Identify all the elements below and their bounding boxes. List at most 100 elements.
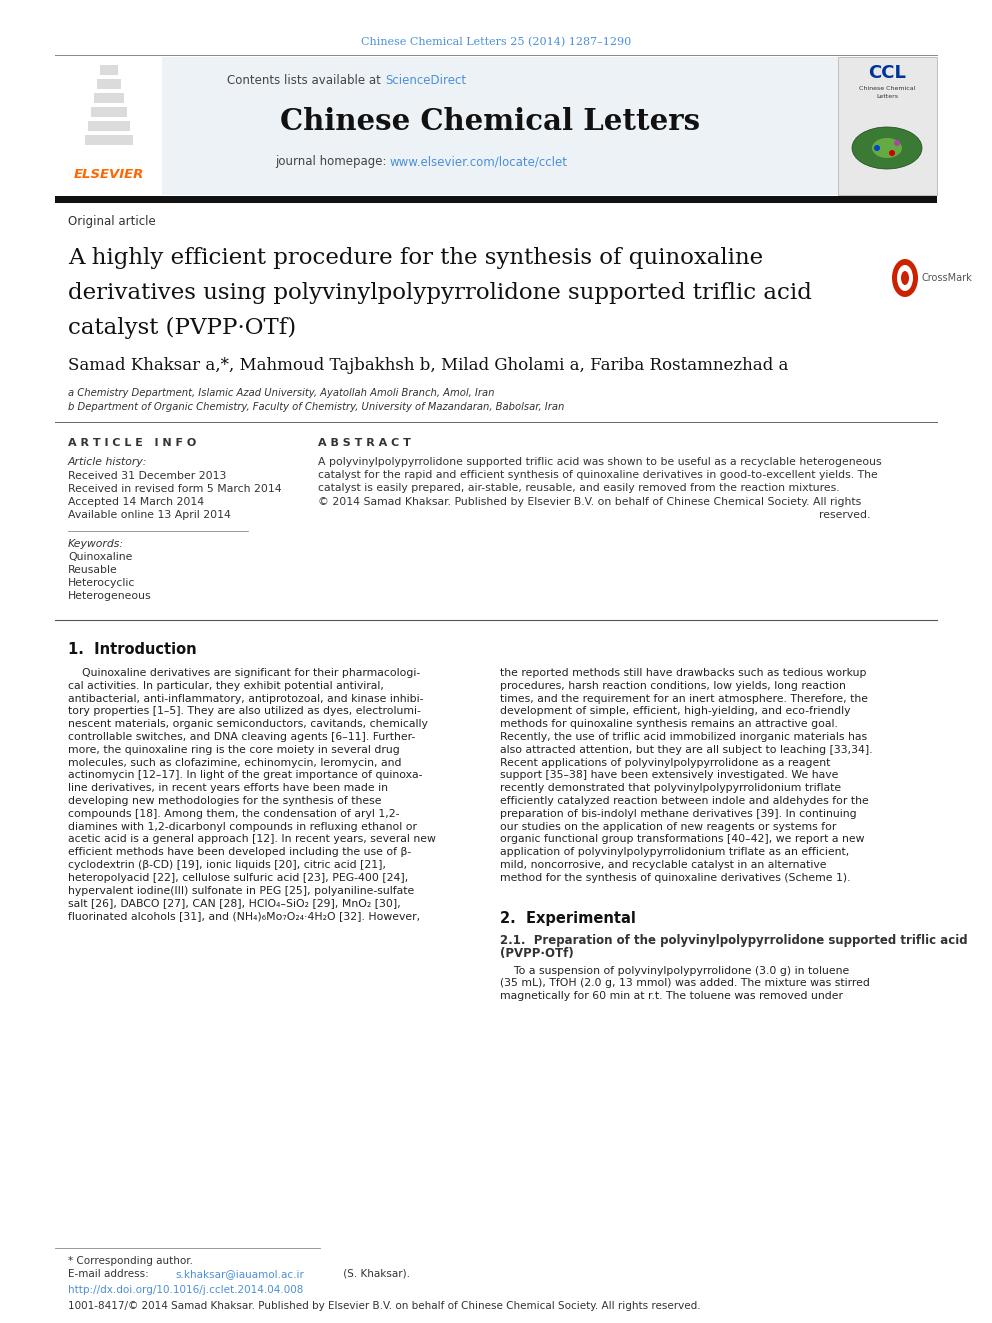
Text: development of simple, efficient, high-yielding, and eco-friendly: development of simple, efficient, high-y… [500, 706, 850, 716]
Bar [97, 79, 121, 89]
Ellipse shape [852, 127, 922, 169]
Text: times, and the requirement for an inert atmosphere. Therefore, the: times, and the requirement for an inert … [500, 693, 868, 704]
Text: A highly efficient procedure for the synthesis of quinoxaline: A highly efficient procedure for the syn… [68, 247, 763, 269]
Text: Received in revised form 5 March 2014: Received in revised form 5 March 2014 [68, 484, 282, 493]
Bar [838, 57, 937, 194]
Text: derivatives using polyvinylpolypyrrolidone supported triflic acid: derivatives using polyvinylpolypyrrolido… [68, 282, 811, 304]
Circle shape [889, 149, 895, 156]
Circle shape [894, 140, 900, 146]
Text: Quinoxaline derivatives are significant for their pharmacologi-: Quinoxaline derivatives are significant … [68, 668, 421, 677]
Text: catalyst (PVPP·OTf): catalyst (PVPP·OTf) [68, 318, 297, 339]
Text: b Department of Organic Chemistry, Faculty of Chemistry, University of Mazandara: b Department of Organic Chemistry, Facul… [68, 402, 564, 411]
Text: Reusable: Reusable [68, 565, 118, 576]
Text: more, the quinoxaline ring is the core moiety in several drug: more, the quinoxaline ring is the core m… [68, 745, 400, 755]
Bar [85, 135, 133, 146]
Text: acetic acid is a general approach [12]. In recent years, several new: acetic acid is a general approach [12]. … [68, 835, 435, 844]
Text: antibacterial, anti-inflammatory, antiprotozoal, and kinase inhibi-: antibacterial, anti-inflammatory, antipr… [68, 693, 424, 704]
Text: s.khaksar@iauamol.ac.ir: s.khaksar@iauamol.ac.ir [175, 1269, 304, 1279]
Text: cyclodextrin (β-CD) [19], ionic liquids [20], citric acid [21],: cyclodextrin (β-CD) [19], ionic liquids … [68, 860, 386, 871]
Text: organic functional group transformations [40–42], we report a new: organic functional group transformations… [500, 835, 864, 844]
Text: efficiently catalyzed reaction between indole and aldehydes for the: efficiently catalyzed reaction between i… [500, 796, 869, 806]
Text: Heterocyclic: Heterocyclic [68, 578, 135, 587]
Text: Chinese Chemical Letters: Chinese Chemical Letters [280, 107, 700, 136]
Text: E-mail address:: E-mail address: [68, 1269, 152, 1279]
Bar [100, 65, 118, 75]
Text: method for the synthesis of quinoxaline derivatives (Scheme 1).: method for the synthesis of quinoxaline … [500, 873, 850, 882]
Text: Keywords:: Keywords: [68, 538, 124, 549]
Text: Recent applications of polyvinylpolypyrrolidone as a reagent: Recent applications of polyvinylpolypyrr… [500, 758, 830, 767]
Text: ScienceDirect: ScienceDirect [385, 74, 466, 86]
Text: cal activities. In particular, they exhibit potential antiviral,: cal activities. In particular, they exhi… [68, 681, 384, 691]
Text: journal homepage:: journal homepage: [275, 156, 390, 168]
Text: magnetically for 60 min at r.t. The toluene was removed under: magnetically for 60 min at r.t. The tolu… [500, 991, 843, 1002]
Text: ELSEVIER: ELSEVIER [73, 168, 144, 181]
Text: salt [26], DABCO [27], CAN [28], HClO₄–SiO₂ [29], MnO₂ [30],: salt [26], DABCO [27], CAN [28], HClO₄–S… [68, 898, 401, 909]
Text: http://dx.doi.org/10.1016/j.cclet.2014.04.008: http://dx.doi.org/10.1016/j.cclet.2014.0… [68, 1285, 304, 1295]
Text: 2.  Experimental: 2. Experimental [500, 912, 636, 926]
Text: © 2014 Samad Khaksar. Published by Elsevier B.V. on behalf of Chinese Chemical S: © 2014 Samad Khaksar. Published by Elsev… [318, 497, 861, 507]
Text: nescent materials, organic semiconductors, cavitands, chemically: nescent materials, organic semiconductor… [68, 720, 428, 729]
Ellipse shape [897, 265, 913, 291]
Text: a Chemistry Department, Islamic Azad University, Ayatollah Amoli Branch, Amol, I: a Chemistry Department, Islamic Azad Uni… [68, 388, 494, 398]
Text: preparation of bis-indolyl methane derivatives [39]. In continuing: preparation of bis-indolyl methane deriv… [500, 808, 857, 819]
Text: diamines with 1,2-dicarbonyl compounds in refluxing ethanol or: diamines with 1,2-dicarbonyl compounds i… [68, 822, 417, 832]
Text: compounds [18]. Among them, the condensation of aryl 1,2-: compounds [18]. Among them, the condensa… [68, 808, 400, 819]
Text: molecules, such as clofazimine, echinomycin, leromycin, and: molecules, such as clofazimine, echinomy… [68, 758, 402, 767]
Text: Letters: Letters [876, 94, 898, 98]
Text: line derivatives, in recent years efforts have been made in: line derivatives, in recent years effort… [68, 783, 388, 794]
Text: fluorinated alcohols [31], and (NH₄)₆Mo₇O₂₄·4H₂O [32]. However,: fluorinated alcohols [31], and (NH₄)₆Mo₇… [68, 912, 421, 921]
Text: developing new methodologies for the synthesis of these: developing new methodologies for the syn… [68, 796, 382, 806]
Text: A R T I C L E   I N F O: A R T I C L E I N F O [68, 438, 196, 448]
Text: the reported methods still have drawbacks such as tedious workup: the reported methods still have drawback… [500, 668, 866, 677]
Text: (S. Khaksar).: (S. Khaksar). [340, 1269, 410, 1279]
Text: actinomycin [12–17]. In light of the great importance of quinoxa-: actinomycin [12–17]. In light of the gre… [68, 770, 423, 781]
Text: methods for quinoxaline synthesis remains an attractive goal.: methods for quinoxaline synthesis remain… [500, 720, 838, 729]
Text: Quinoxaline: Quinoxaline [68, 552, 132, 562]
Text: efficient methods have been developed including the use of β-: efficient methods have been developed in… [68, 847, 412, 857]
Text: Original article: Original article [68, 216, 156, 229]
Text: 1001-8417/© 2014 Samad Khaksar. Published by Elsevier B.V. on behalf of Chinese : 1001-8417/© 2014 Samad Khaksar. Publishe… [68, 1301, 700, 1311]
Ellipse shape [892, 259, 918, 296]
Text: also attracted attention, but they are all subject to leaching [33,34].: also attracted attention, but they are a… [500, 745, 873, 755]
Text: catalyst for the rapid and efficient synthesis of quinoxaline derivatives in goo: catalyst for the rapid and efficient syn… [318, 470, 878, 480]
Bar [55, 57, 162, 194]
Text: www.elsevier.com/locate/cclet: www.elsevier.com/locate/cclet [390, 156, 568, 168]
Text: reserved.: reserved. [818, 509, 870, 520]
Text: heteropolyacid [22], cellulose sulfuric acid [23], PEG-400 [24],: heteropolyacid [22], cellulose sulfuric … [68, 873, 409, 882]
Text: * Corresponding author.: * Corresponding author. [68, 1256, 193, 1266]
Text: A polyvinylpolypyrrolidone supported triflic acid was shown to be useful as a re: A polyvinylpolypyrrolidone supported tri… [318, 456, 882, 467]
Text: recently demonstrated that polyvinylpolypyrrolidonium triflate: recently demonstrated that polyvinylpoly… [500, 783, 841, 794]
Text: Recently, the use of triflic acid immobilized inorganic materials has: Recently, the use of triflic acid immobi… [500, 732, 867, 742]
Text: Chinese Chemical Letters 25 (2014) 1287–1290: Chinese Chemical Letters 25 (2014) 1287–… [361, 37, 631, 48]
Text: Article history:: Article history: [68, 456, 148, 467]
Bar [88, 120, 130, 131]
Text: To a suspension of polyvinylpolypyrrolidone (3.0 g) in toluene: To a suspension of polyvinylpolypyrrolid… [500, 966, 849, 975]
Text: mild, noncorrosive, and recyclable catalyst in an alternative: mild, noncorrosive, and recyclable catal… [500, 860, 826, 871]
Text: hypervalent iodine(III) sulfonate in PEG [25], polyaniline-sulfate: hypervalent iodine(III) sulfonate in PEG… [68, 885, 415, 896]
Text: procedures, harsh reaction conditions, low yields, long reaction: procedures, harsh reaction conditions, l… [500, 681, 846, 691]
Bar [91, 107, 127, 116]
Text: Contents lists available at: Contents lists available at [227, 74, 385, 86]
Bar [162, 57, 838, 194]
Text: Received 31 December 2013: Received 31 December 2013 [68, 471, 226, 482]
Text: Chinese Chemical: Chinese Chemical [859, 86, 916, 90]
Text: Available online 13 April 2014: Available online 13 April 2014 [68, 509, 231, 520]
Text: Heterogeneous: Heterogeneous [68, 591, 152, 601]
Text: Samad Khaksar a,*, Mahmoud Tajbakhsh b, Milad Gholami a, Fariba Rostamnezhad a: Samad Khaksar a,*, Mahmoud Tajbakhsh b, … [68, 357, 789, 374]
Text: A B S T R A C T: A B S T R A C T [318, 438, 411, 448]
Text: catalyst is easily prepared, air-stable, reusable, and easily removed from the r: catalyst is easily prepared, air-stable,… [318, 483, 839, 493]
Text: Accepted 14 March 2014: Accepted 14 March 2014 [68, 497, 204, 507]
Bar [55, 196, 937, 202]
Text: application of polyvinylpolypyrrolidonium triflate as an efficient,: application of polyvinylpolypyrrolidoniu… [500, 847, 849, 857]
Circle shape [874, 146, 880, 151]
Ellipse shape [872, 138, 902, 157]
Bar [94, 93, 124, 103]
Text: (35 mL), TfOH (2.0 g, 13 mmol) was added. The mixture was stirred: (35 mL), TfOH (2.0 g, 13 mmol) was added… [500, 979, 870, 988]
Text: 2.1.  Preparation of the polyvinylpolypyrrolidone supported triflic acid: 2.1. Preparation of the polyvinylpolypyr… [500, 934, 967, 947]
Text: support [35–38] have been extensively investigated. We have: support [35–38] have been extensively in… [500, 770, 838, 781]
Text: (PVPP·OTf): (PVPP·OTf) [500, 947, 573, 960]
Ellipse shape [901, 271, 909, 284]
Text: 1.  Introduction: 1. Introduction [68, 643, 196, 658]
Text: our studies on the application of new reagents or systems for: our studies on the application of new re… [500, 822, 836, 832]
Text: tory properties [1–5]. They are also utilized as dyes, electrolumi-: tory properties [1–5]. They are also uti… [68, 706, 421, 716]
